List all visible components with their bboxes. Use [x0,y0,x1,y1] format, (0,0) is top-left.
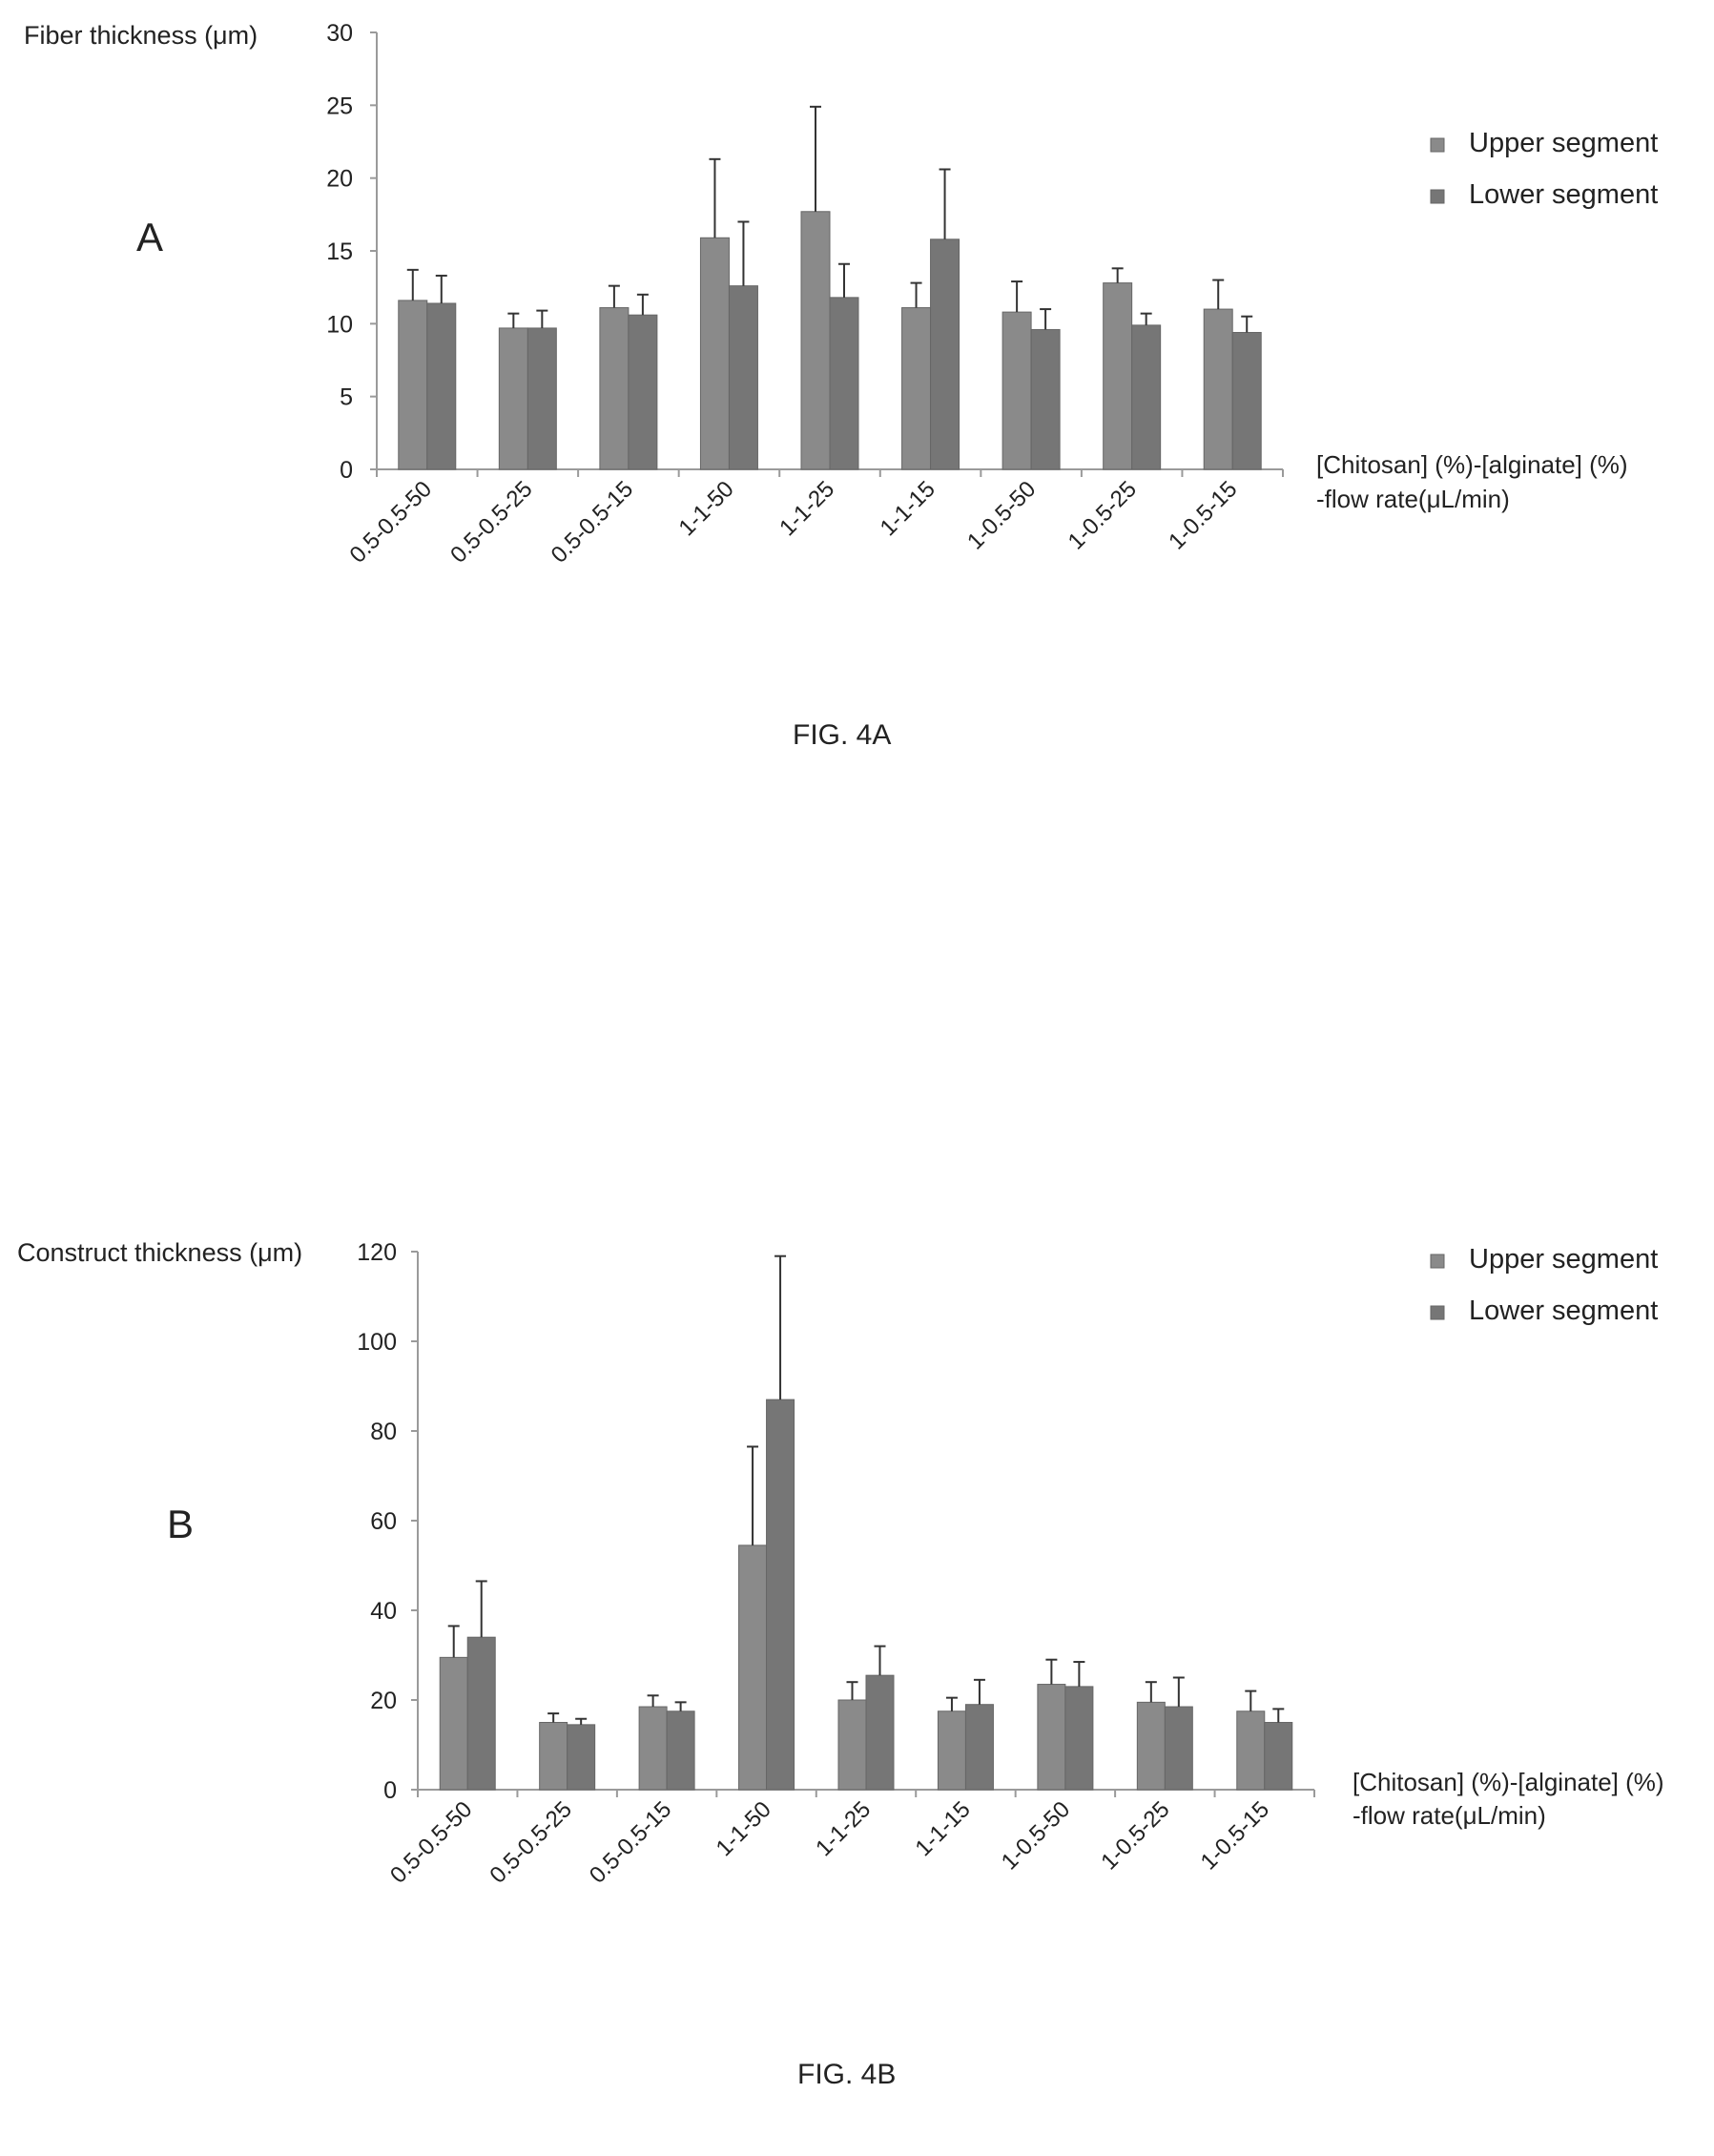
chart0-y-tick-label: 15 [326,238,353,265]
chart1-x-tick-label-2: 0.5-0.5-15 [585,1796,676,1888]
chart0-x-axis-title-line1: [Chitosan] (%)-[alginate] (%) [1316,450,1628,479]
chart0-y-tick-label: 20 [326,166,353,193]
chart0-y-tick-label: 25 [326,93,353,119]
chart0-bar-lower-7 [1131,324,1162,470]
chart1-x-tick-label-5: 1-1-15 [911,1796,976,1861]
chart1-x-tick-label-1: 0.5-0.5-25 [485,1796,576,1888]
chart0-bar-upper-3 [699,237,730,470]
chart0-bar-upper-2 [599,307,630,470]
chart1-y-tick-label: 0 [383,1777,397,1804]
chart1-bar-lower-4 [865,1674,895,1791]
chart0-y-tick-label: 0 [340,457,353,484]
chart1-x-tick-label-0: 0.5-0.5-50 [385,1796,477,1888]
chart1-legend-swatch-1 [1430,1305,1445,1320]
chart1-bar-upper-1 [539,1722,568,1791]
chart1-bar-lower-5 [964,1704,994,1791]
chart0-y-axis-title: Fiber thickness (μm) [24,21,258,50]
chart1-bar-upper-4 [837,1699,867,1791]
chart0-x-tick-label-2: 0.5-0.5-15 [547,476,638,568]
chart1-bar-upper-6 [1037,1684,1066,1791]
chart1-legend-label-0: Upper segment [1469,1244,1658,1275]
chart0-bar-lower-1 [527,327,557,470]
chart0-x-tick-label-0: 0.5-0.5-50 [345,476,437,568]
chart0-bar-lower-6 [1030,328,1061,470]
chart1-x-tick-label-4: 1-1-25 [811,1796,876,1861]
chart0-bar-upper-5 [901,307,932,470]
chart0-bar-upper-4 [800,211,831,470]
chart1-bar-lower-8 [1264,1722,1293,1791]
chart0-legend-swatch-1 [1430,189,1445,204]
chart0-bar-lower-4 [829,297,859,470]
chart0-y-tick-label: 10 [326,311,353,338]
chart1-x-tick-label-7: 1-0.5-25 [1096,1796,1174,1875]
chart0-legend-label-1: Lower segment [1469,179,1658,210]
chart1-bar-lower-3 [766,1399,795,1791]
chart1-bar-lower-2 [666,1710,695,1791]
chart0-bar-lower-3 [728,285,758,470]
chart0-legend-swatch-0 [1430,137,1445,153]
chart0-panel-letter: A [136,215,163,259]
chart0-x-tick-label-1: 0.5-0.5-25 [445,476,537,568]
chart1-bar-lower-1 [567,1724,596,1791]
chart0-bar-upper-7 [1103,282,1133,470]
chart1-x-tick-label-8: 1-0.5-15 [1196,1796,1274,1875]
chart1-bar-upper-5 [937,1710,966,1791]
chart0-x-tick-label-4: 1-1-25 [774,476,839,541]
chart1-panel-letter: B [167,1502,194,1546]
figure-caption-4b: FIG. 4B [797,2059,897,2090]
chart0-x-tick-label-5: 1-1-15 [876,476,940,541]
chart0-x-axis-title-line2: -flow rate(μL/min) [1316,485,1510,513]
chart0-y-tick-label: 30 [326,20,353,47]
chart1-x-axis-title-line1: [Chitosan] (%)-[alginate] (%) [1353,1768,1664,1796]
chart1-bar-upper-3 [738,1544,768,1791]
chart0-bar-upper-6 [1002,311,1032,470]
chart0-x-tick-label-8: 1-0.5-15 [1164,476,1242,554]
chart0-bar-lower-0 [426,302,457,470]
chart0-bar-lower-5 [930,238,960,470]
chart1-y-tick-label: 20 [370,1688,397,1714]
chart1-y-tick-label: 40 [370,1598,397,1625]
chart1-y-tick-label: 80 [370,1419,397,1445]
chart0-bar-upper-1 [498,327,528,470]
chart0-y-tick-label: 5 [340,384,353,411]
chart1-bar-upper-0 [439,1656,468,1791]
chart1-x-tick-label-3: 1-1-50 [712,1796,776,1861]
chart1-bar-lower-0 [466,1636,496,1791]
chart1-legend-label-1: Lower segment [1469,1296,1658,1326]
chart1-y-axis-title: Construct thickness (μm) [17,1238,302,1267]
chart0-bar-lower-8 [1231,331,1262,470]
chart1-y-tick-label: 120 [357,1239,397,1266]
chart0-x-tick-label-7: 1-0.5-25 [1064,476,1142,554]
chart1-x-axis-title-line2: -flow rate(μL/min) [1353,1801,1546,1830]
chart0-legend-label-0: Upper segment [1469,128,1658,158]
chart1-bar-lower-7 [1164,1706,1193,1791]
chart1-x-tick-label-6: 1-0.5-50 [997,1796,1075,1875]
chart1-legend-swatch-0 [1430,1254,1445,1269]
chart-fig-4b: Construct thickness (μm) B 0 20 40 60 80 100 120… [17,1238,1664,1889]
chart1-bar-upper-2 [638,1706,668,1791]
chart1-y-tick-label: 100 [357,1329,397,1356]
chart0-x-tick-label-3: 1-1-50 [674,476,739,541]
chart1-y-tick-label: 60 [370,1508,397,1535]
figure-caption-4a: FIG. 4A [793,719,892,751]
chart1-bar-upper-8 [1236,1710,1266,1791]
chart0-bar-upper-8 [1203,308,1233,470]
chart1-bar-upper-7 [1136,1701,1166,1791]
chart0-x-tick-label-6: 1-0.5-50 [962,476,1041,554]
chart0-bar-lower-2 [628,314,658,470]
chart-fig-4a: Fiber thickness (μm) A 0 5 10 15 20 25 30 0.5-0.5… [24,20,1658,569]
chart0-bar-upper-0 [398,300,428,470]
chart1-bar-lower-6 [1064,1686,1094,1791]
